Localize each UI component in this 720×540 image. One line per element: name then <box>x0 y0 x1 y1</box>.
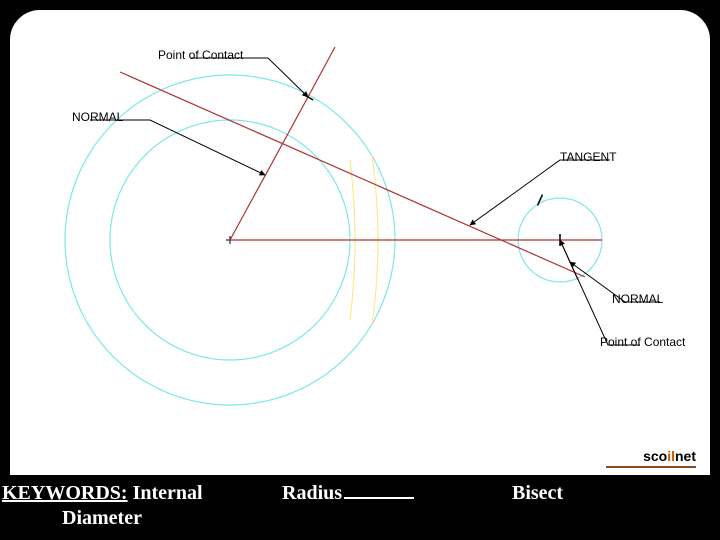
label-point-of-contact-right: Point of Contact <box>600 335 685 349</box>
logo-part-il: il <box>667 448 675 464</box>
label-tangent-right: TANGENT <box>560 150 616 164</box>
logo-part-sco: sco <box>643 448 667 464</box>
scoilnet-logo: scoilnet <box>643 448 696 464</box>
label-normal-top: NORMAL <box>72 110 123 124</box>
keywords-prefix: KEYWORDS: <box>2 482 128 504</box>
label-normal-right: NORMAL <box>612 292 663 306</box>
keywords-bar: KEYWORDS: Internal Radius Bisect Diamete… <box>0 475 720 540</box>
logo-part-net: net <box>675 448 696 464</box>
geometry-diagram <box>0 0 720 460</box>
radius-blank-line <box>344 497 414 499</box>
keyword-internal: Internal <box>133 482 203 504</box>
keyword-diameter: Diameter <box>62 507 142 529</box>
logo-underline <box>606 466 696 468</box>
label-point-of-contact-top: Point of Contact <box>158 48 243 62</box>
keyword-radius: Radius <box>282 482 342 504</box>
keyword-bisect: Bisect <box>512 482 563 504</box>
